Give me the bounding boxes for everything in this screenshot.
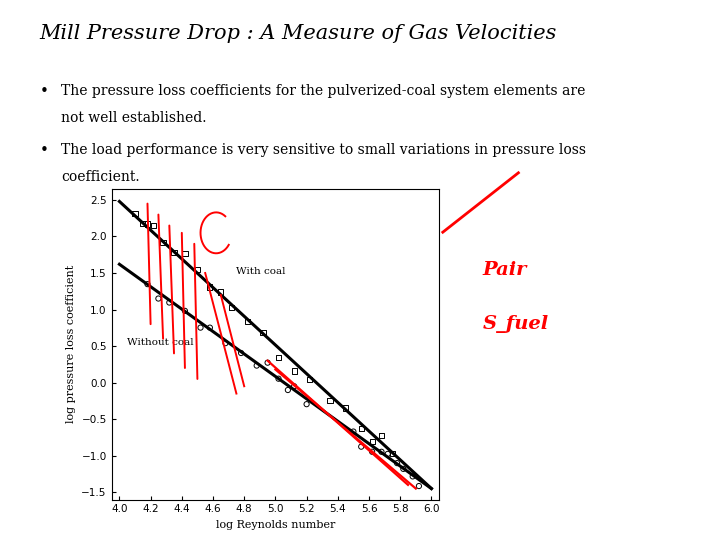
Point xyxy=(273,374,284,383)
Text: •: • xyxy=(40,84,48,99)
Point xyxy=(407,472,418,481)
Text: Mill Pressure Drop : A Measure of Gas Velocities: Mill Pressure Drop : A Measure of Gas Ve… xyxy=(40,24,557,43)
Point xyxy=(158,239,169,247)
Point xyxy=(304,375,315,384)
Point xyxy=(215,288,227,296)
Point xyxy=(262,359,274,367)
Point xyxy=(137,219,148,228)
Point xyxy=(192,265,203,274)
Point xyxy=(348,427,359,436)
Point xyxy=(148,221,159,230)
Point xyxy=(142,220,153,228)
Point xyxy=(129,209,140,218)
Point xyxy=(356,424,367,433)
Text: Without coal: Without coal xyxy=(127,338,194,347)
Point xyxy=(257,328,269,336)
Point xyxy=(366,448,378,456)
Text: With coal: With coal xyxy=(236,267,286,276)
Point xyxy=(194,323,206,332)
Point xyxy=(288,367,300,375)
Point xyxy=(397,464,409,473)
Text: •: • xyxy=(40,143,48,158)
Text: The load performance is very sensitive to small variations in pressure loss: The load performance is very sensitive t… xyxy=(61,143,586,157)
Point xyxy=(413,482,425,490)
Point xyxy=(273,353,284,362)
Point xyxy=(366,437,378,445)
Point xyxy=(376,448,387,456)
Point xyxy=(179,249,191,258)
Point xyxy=(226,303,238,312)
Point xyxy=(251,361,262,370)
Point xyxy=(168,248,180,257)
Point xyxy=(220,339,231,347)
Point xyxy=(356,442,367,451)
Point xyxy=(288,382,300,390)
Point xyxy=(382,450,394,458)
Point xyxy=(282,386,294,394)
Text: not well established.: not well established. xyxy=(61,111,207,125)
Point xyxy=(142,280,153,288)
X-axis label: log Reynolds number: log Reynolds number xyxy=(216,520,335,530)
Point xyxy=(340,404,351,413)
Text: coefficient.: coefficient. xyxy=(61,170,140,184)
Point xyxy=(324,396,336,404)
Point xyxy=(235,349,247,357)
Point xyxy=(242,317,253,326)
Point xyxy=(204,283,216,292)
Point xyxy=(376,431,387,440)
Point xyxy=(301,400,312,408)
Text: The pressure loss coefficients for the pulverized-coal system elements are: The pressure loss coefficients for the p… xyxy=(61,84,585,98)
Point xyxy=(204,323,216,332)
Point xyxy=(392,459,403,468)
Text: S_fuel: S_fuel xyxy=(482,315,549,333)
Text: Pair: Pair xyxy=(482,261,527,279)
Point xyxy=(179,307,191,315)
Y-axis label: log pressure loss coefficient: log pressure loss coefficient xyxy=(66,265,76,423)
Point xyxy=(387,449,398,458)
Point xyxy=(163,298,175,307)
Point xyxy=(153,294,164,303)
